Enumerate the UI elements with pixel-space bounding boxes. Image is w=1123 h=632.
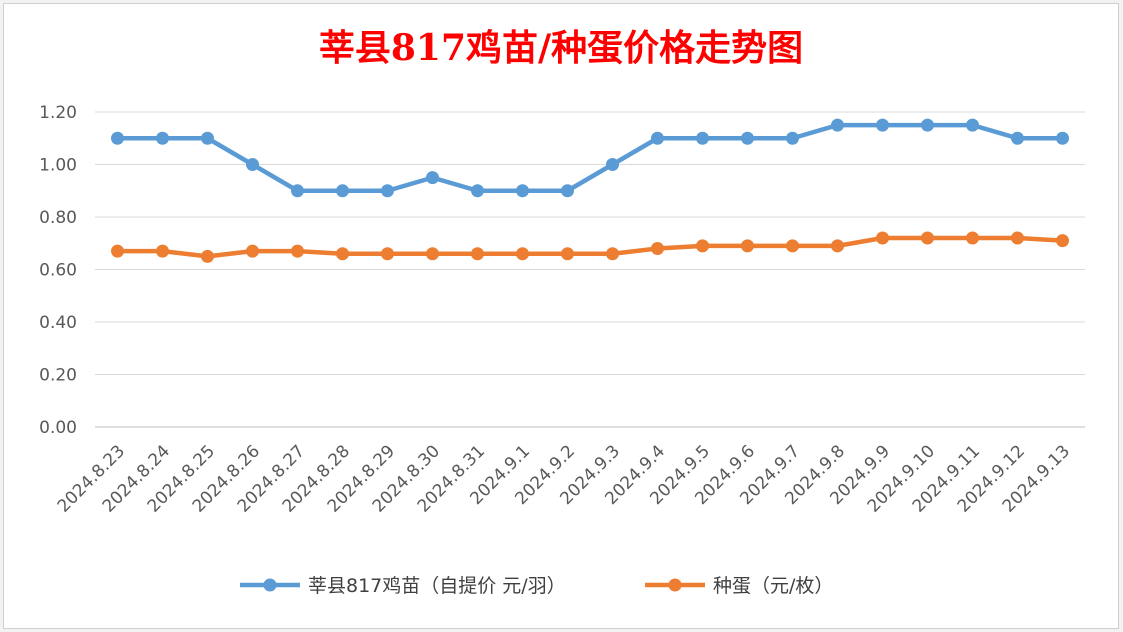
gridlines (95, 111, 1085, 428)
data-point (471, 184, 484, 198)
data-point (471, 247, 484, 261)
legend-label: 莘县817鸡苗（自提价 元/羽） (308, 575, 566, 597)
x-axis-ticks: 2024.8.232024.8.242024.8.252024.8.262024… (54, 441, 1074, 516)
data-point (111, 244, 124, 258)
data-point (1056, 234, 1069, 248)
data-point (156, 131, 169, 145)
data-point (606, 247, 619, 261)
data-point (786, 131, 799, 145)
data-point (1056, 131, 1069, 145)
data-point (921, 118, 934, 132)
data-point (831, 118, 844, 132)
data-point (786, 239, 799, 253)
data-point (651, 242, 664, 255)
data-point (831, 239, 844, 253)
series-1 (111, 118, 1069, 198)
series-2 (111, 231, 1069, 263)
data-point (1011, 231, 1024, 245)
chart-frame (3, 3, 1119, 629)
data-point (156, 244, 169, 258)
data-point (381, 247, 394, 261)
y-tick-label: 1.20 (39, 103, 77, 123)
data-point (336, 247, 349, 261)
legend-item-2: 种蛋（元/枚） (645, 575, 833, 597)
data-point (201, 249, 214, 263)
data-point (246, 158, 259, 171)
data-point (426, 247, 439, 261)
legend-marker (263, 578, 277, 592)
data-point (111, 131, 124, 145)
data-point (201, 131, 214, 145)
y-tick-label: 0.20 (39, 366, 77, 386)
data-point (921, 231, 934, 245)
data-point (291, 184, 304, 198)
series-line (117, 122, 1063, 193)
data-point (876, 118, 889, 132)
legend-marker (668, 578, 682, 592)
data-point (246, 244, 259, 258)
legend-label: 种蛋（元/枚） (713, 575, 833, 597)
legend-item-1: 莘县817鸡苗（自提价 元/羽） (240, 575, 566, 597)
y-tick-label: 0.00 (39, 418, 77, 438)
data-point (696, 239, 709, 253)
data-point (561, 247, 574, 261)
data-point (966, 118, 979, 132)
chart-title: 莘县817鸡苗/种蛋价格走势图 (319, 27, 803, 69)
y-tick-label: 0.80 (39, 208, 77, 228)
data-point (516, 247, 529, 261)
data-point (1011, 131, 1024, 145)
legend: 莘县817鸡苗（自提价 元/羽） 种蛋（元/枚） (240, 575, 833, 597)
data-point (651, 131, 664, 145)
series-layer (111, 118, 1069, 263)
data-point (381, 184, 394, 198)
series-line (117, 235, 1063, 259)
data-point (561, 184, 574, 198)
data-point (741, 239, 754, 253)
data-point (336, 184, 349, 198)
y-axis-ticks: 0.00 0.20 0.40 0.60 0.80 1.00 1.20 (39, 103, 77, 438)
data-point (426, 171, 439, 185)
data-point (741, 131, 754, 145)
data-point (516, 184, 529, 198)
data-point (606, 158, 619, 171)
data-point (291, 244, 304, 258)
data-point (876, 231, 889, 245)
data-point (966, 231, 979, 245)
y-tick-label: 1.00 (39, 156, 77, 176)
data-point (696, 131, 709, 145)
y-tick-label: 0.40 (39, 313, 77, 333)
y-tick-label: 0.60 (39, 261, 77, 281)
